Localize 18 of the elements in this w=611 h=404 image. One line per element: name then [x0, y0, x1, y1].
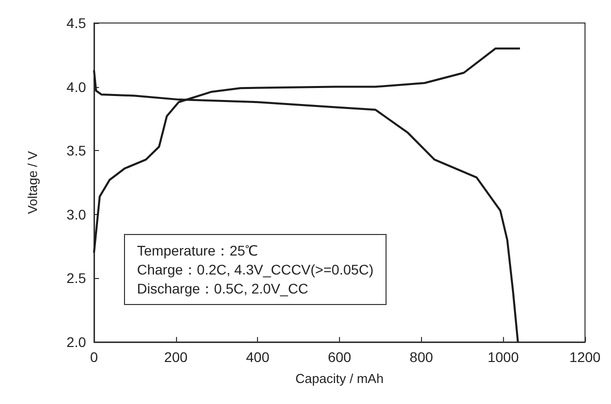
x-tick-label: 600	[328, 349, 352, 365]
y-tick-label: 2.0	[66, 334, 86, 350]
annotation: Discharge：0.5C, 2.0V_CC	[137, 280, 308, 296]
y-tick-label: 4.0	[66, 78, 86, 95]
x-tick-label: 200	[164, 349, 188, 365]
x-tick-label: 400	[246, 349, 270, 365]
annotation: Temperature：25℃	[137, 242, 258, 258]
x-tick-label: 800	[410, 349, 434, 365]
y-tick-label: 3.0	[66, 206, 86, 222]
annotation: Charge：0.2C, 4.3V_CCCV(>=0.05C)	[137, 262, 374, 278]
x-tick-label: 1000	[488, 349, 519, 365]
x-tick-label: 0	[90, 349, 98, 365]
y-tick-label: 4.5	[66, 15, 86, 31]
y-tick-label: 3.5	[66, 142, 86, 159]
y-axis-title: Voltage / V	[25, 150, 40, 214]
x-tick-label: 1200	[569, 349, 601, 365]
x-axis-title: Capacity / mAh	[295, 371, 384, 386]
y-tick-label: 2.5	[66, 270, 86, 286]
